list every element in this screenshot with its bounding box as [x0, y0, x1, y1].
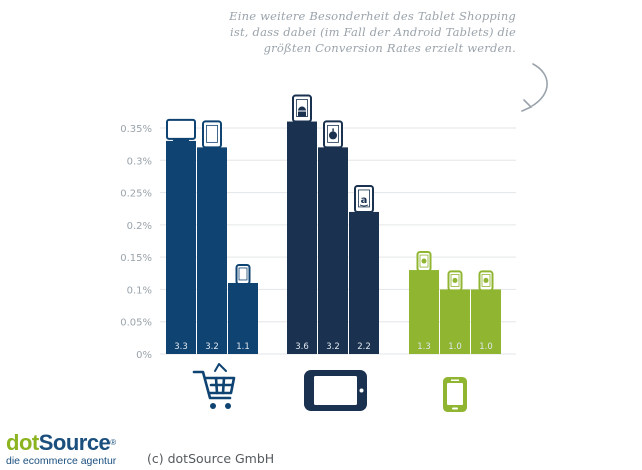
- bar-value-label: 3.2: [326, 342, 340, 352]
- desktop-icon: [166, 118, 196, 142]
- y-tick-label: 0.25%: [120, 189, 152, 200]
- svg-text:a: a: [361, 195, 368, 206]
- bar: [349, 211, 379, 354]
- copyright-text: (c) dotSource GmbH: [147, 451, 275, 466]
- bar-group: 3.6 3.2 2.2 a: [287, 94, 379, 355]
- dotsource-logo: dotSource® die ecommerce agentur: [6, 432, 117, 468]
- apple-tablet-icon: [323, 120, 343, 149]
- y-tick-label: 0.35%: [120, 124, 152, 135]
- tablet-icon: [202, 120, 222, 149]
- y-tick-label: 0%: [136, 350, 152, 361]
- bar-value-label: 3.6: [295, 342, 309, 352]
- smartphone-icon: [443, 377, 467, 412]
- bar: [228, 282, 258, 354]
- bar-value-label: 2.2: [357, 342, 371, 352]
- bar-value-label: 1.0: [448, 342, 462, 352]
- tablet-landscape-icon: [304, 370, 367, 411]
- logo-dot: dot: [6, 430, 39, 455]
- chart-annotation: Eine weitere Besonderheit des Tablet Sho…: [186, 8, 516, 56]
- smartphone-icon: [235, 263, 251, 285]
- y-tick-label: 0.15%: [120, 253, 152, 264]
- bar: [197, 147, 227, 354]
- y-tick-label: 0.3%: [127, 156, 152, 167]
- android-phone-icon: [416, 251, 432, 273]
- conversion-rate-chart: 0%0.05%0.1%0.15%0.2%0.25%0.3%0.35% 3.3 3.…: [120, 63, 548, 412]
- bar-value-label: 1.0: [479, 342, 493, 352]
- bar: [166, 140, 196, 354]
- logo-wordmark: dotSource®: [6, 432, 116, 454]
- logo-tagline: die ecommerce agentur: [6, 455, 117, 467]
- bar-group: 1.3 1.0 1.0: [409, 251, 501, 354]
- bar: [471, 289, 501, 354]
- y-tick-label: 0.05%: [120, 318, 152, 329]
- curved-arrow-icon: [521, 63, 548, 112]
- y-tick-label: 0.1%: [127, 285, 152, 296]
- logo-source: Source: [38, 430, 111, 455]
- bar-value-label: 3.2: [205, 342, 219, 352]
- android-tablet-icon: [292, 94, 312, 123]
- bar-value-label: 1.1: [236, 342, 250, 352]
- bar-group: 3.3 3.2 1.1: [166, 118, 258, 354]
- bar: [287, 121, 317, 355]
- y-tick-label: 0.2%: [127, 221, 152, 232]
- y-axis-ticks: 0% 0.05% 0.1% 0.15% 0.2% 0.25% 0.3% 0.35%: [120, 124, 152, 361]
- windows-phone-icon: [447, 270, 463, 292]
- amazon-tablet-icon: a: [354, 184, 374, 213]
- shopping-cart-icon: [192, 363, 236, 409]
- bar: [318, 147, 348, 354]
- bar: [409, 270, 439, 354]
- bars: 3.3 3.2 1.1 3.6 3.2 2.2 a 1.3 1.0 1.0: [166, 94, 501, 355]
- apple-phone-icon: [478, 270, 494, 292]
- category-icons: [192, 363, 467, 412]
- annotation-line-1: Eine weitere Besonderheit des Tablet Sho…: [229, 9, 516, 23]
- bar: [440, 289, 470, 354]
- bar-value-label: 1.3: [417, 342, 431, 352]
- bar-value-label: 3.3: [174, 342, 188, 352]
- annotation-line-3: größten Conversion Rates erzielt werden.: [263, 41, 516, 55]
- logo-registered: ®: [110, 438, 116, 447]
- annotation-line-2: ist, dass dabei (im Fall der Android Tab…: [230, 25, 516, 39]
